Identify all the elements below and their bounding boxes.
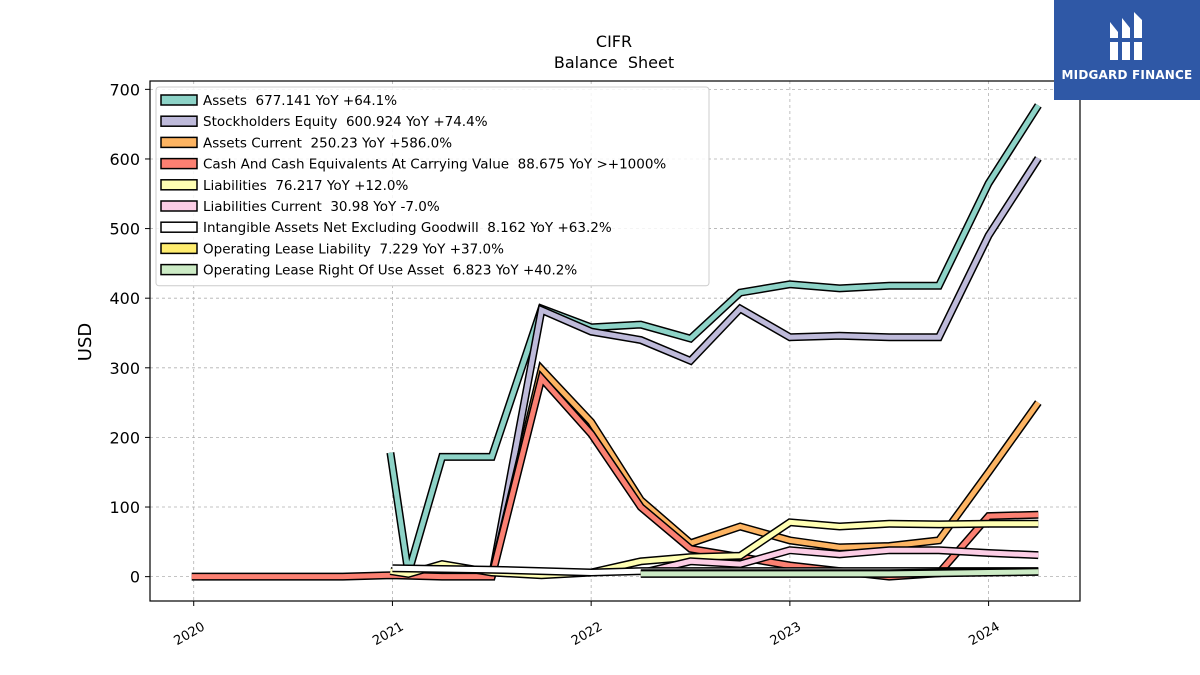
y-tick-label-0: 0 <box>130 568 140 587</box>
legend-label-0: Assets 677.141 YoY +64.1% <box>203 93 397 109</box>
y-tick-label-6: 600 <box>109 150 140 169</box>
chart-series <box>191 103 1042 581</box>
legend-item-7: Operating Lease Liability 7.229 YoY +37.… <box>160 241 504 257</box>
legend-label-7: Operating Lease Liability 7.229 YoY +37.… <box>203 241 504 257</box>
legend-swatch-7 <box>160 242 198 255</box>
series-line-2 <box>489 364 1041 578</box>
series-5 <box>639 546 1039 578</box>
midgard-logo-icon <box>1108 12 1146 60</box>
legend-swatch-5 <box>160 200 198 212</box>
brand-logo-text: MIDGARD FINANCE <box>1061 68 1193 82</box>
series-line-8 <box>640 569 1039 577</box>
legend-item-5: Liabilities Current 30.98 YoY -7.0% <box>160 199 440 215</box>
chart-axes: 0 100 200 300 400 500 600 700 2020 2021 2022 2023 20… <box>109 80 1081 649</box>
chart-title: CIFR <box>596 32 632 51</box>
y-tick-label-2: 200 <box>109 428 140 447</box>
legend-label-8: Operating Lease Right Of Use Asset 6.823… <box>203 263 577 279</box>
legend-item-0: Assets 677.141 YoY +64.1% <box>160 93 397 109</box>
legend-item-1: Stockholders Equity 600.924 YoY +74.4% <box>160 114 488 130</box>
legend-swatch-8 <box>160 263 198 276</box>
legend-label-6: Intangible Assets Net Excluding Goodwill… <box>203 220 612 236</box>
series-line-1 <box>489 156 1041 578</box>
series-8 <box>640 567 1039 578</box>
brand-logo: MIDGARD FINANCE <box>1054 0 1200 100</box>
x-tick-label-3: 2023 <box>768 619 804 649</box>
y-tick-label-7: 700 <box>109 80 140 99</box>
y-tick-label-3: 300 <box>109 359 140 378</box>
x-tick-label-4: 2024 <box>966 619 1002 649</box>
legend-label-5: Liabilities Current 30.98 YoY -7.0% <box>203 199 440 215</box>
x-tick-label-2: 2022 <box>569 619 605 649</box>
chart-subtitle: Balance Sheet <box>554 53 674 72</box>
y-tick-label-4: 400 <box>109 289 140 308</box>
legend-item-6: Intangible Assets Net Excluding Goodwill… <box>160 220 612 236</box>
legend-swatch-1 <box>160 115 198 127</box>
plot-frame <box>149 80 1081 602</box>
series-0 <box>386 103 1042 575</box>
legend-item-4: Liabilities 76.217 YoY +12.0% <box>160 178 408 194</box>
legend-item-2: Assets Current 250.23 YoY +586.0% <box>160 135 452 151</box>
legend-swatch-6 <box>160 221 198 233</box>
legend-label-2: Assets Current 250.23 YoY +586.0% <box>203 135 452 151</box>
legend-label-1: Stockholders Equity 600.924 YoY +74.4% <box>203 114 488 130</box>
legend-swatch-3 <box>160 157 198 170</box>
legend-item-3: Cash And Cash Equivalents At Carrying Va… <box>160 157 666 173</box>
legend-box <box>155 86 710 287</box>
y-tick-label-1: 100 <box>109 498 140 517</box>
chart-legend: Assets 677.141 YoY +64.1% Stockholders Eq… <box>155 86 710 287</box>
legend-label-3: Cash And Cash Equivalents At Carrying Va… <box>203 157 666 173</box>
y-axis-label: USD <box>75 323 96 361</box>
legend-item-8: Operating Lease Right Of Use Asset 6.823… <box>160 263 577 279</box>
series-line-5 <box>640 547 1039 576</box>
x-tick-label-1: 2021 <box>370 619 406 649</box>
legend-swatch-2 <box>160 136 198 149</box>
series-line-0 <box>387 104 1041 574</box>
series-2 <box>487 361 1042 578</box>
series-1 <box>487 156 1042 578</box>
legend-label-4: Liabilities 76.217 YoY +12.0% <box>203 178 408 194</box>
legend-swatch-4 <box>160 179 198 191</box>
y-tick-label-5: 500 <box>109 220 140 239</box>
x-tick-label-0: 2020 <box>172 619 208 649</box>
legend-swatch-0 <box>160 94 198 106</box>
